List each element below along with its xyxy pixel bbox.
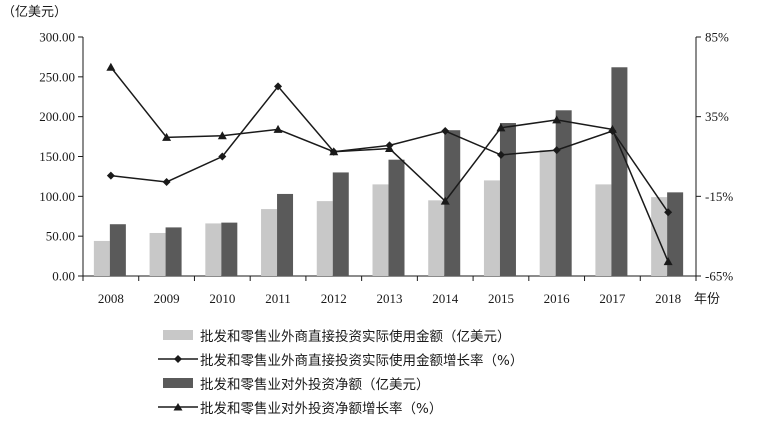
- bar-fdi-amount: [539, 150, 556, 276]
- plot-area: 0.00 50.00 100.00 150.00 200.00 250.00 300.00 -…: [39, 30, 733, 308]
- bar-fdi-amount: [428, 200, 445, 276]
- legend-swatch-diamond-line: [158, 351, 198, 367]
- triangle-point: [440, 196, 450, 205]
- right-tick-label: -65%: [705, 269, 733, 284]
- legend-label: 批发和零售业对外投资净额增长率（%）: [200, 401, 443, 417]
- triangle-point: [496, 123, 506, 132]
- legend-swatch-dark-bar: [158, 375, 198, 391]
- triangle-point: [217, 131, 227, 140]
- legend-item-odi-amount: 批发和零售业对外投资净额（亿美元）: [158, 371, 523, 395]
- legend-swatch-light-bar: [158, 327, 198, 343]
- bar-odi-amount: [332, 172, 349, 276]
- triangle-point: [273, 124, 283, 133]
- x-tick-label: 2013: [377, 291, 403, 306]
- x-tick-label: 2011: [265, 291, 291, 306]
- diamond-point: [274, 82, 283, 91]
- x-tick-label: 2014: [432, 291, 459, 306]
- bar-fdi-amount: [205, 223, 222, 276]
- triangle-point: [385, 144, 394, 153]
- left-tick-label: 300.00: [39, 30, 75, 45]
- legend-swatch-triangle-line: [158, 399, 198, 415]
- bar-fdi-amount: [316, 201, 333, 276]
- triangle-point: [607, 124, 617, 133]
- left-tick-label: 250.00: [39, 69, 75, 84]
- x-tick-label: 2012: [321, 291, 347, 306]
- x-tick-label: 2009: [154, 291, 180, 306]
- diamond-point: [496, 150, 505, 159]
- bar-odi-amount: [277, 193, 294, 276]
- left-tick-label: 200.00: [39, 109, 75, 124]
- diamond-point: [552, 146, 561, 155]
- legend-label: 批发和零售业外商直接投资实际使用金额增长率（%）: [200, 353, 524, 369]
- triangle-point: [162, 132, 172, 141]
- bar-odi-amount: [388, 159, 405, 276]
- diamond-point: [162, 177, 171, 186]
- bar-odi-amount: [444, 130, 461, 276]
- left-tick-label: 150.00: [39, 149, 75, 164]
- bar-fdi-amount: [595, 184, 612, 276]
- x-tick-label: 2015: [488, 291, 514, 306]
- triangle-point: [329, 147, 339, 156]
- x-axis-unit: 年份: [694, 292, 720, 307]
- diamond-point: [664, 208, 673, 217]
- diamond-point: [218, 152, 227, 161]
- bar-odi-amount: [499, 123, 516, 276]
- triangle-point: [663, 257, 673, 266]
- left-tick-label: 50.00: [46, 229, 75, 244]
- bar-fdi-amount: [261, 209, 278, 276]
- diamond-point: [441, 127, 450, 136]
- left-tick-label: 100.00: [39, 189, 75, 204]
- bar-fdi-amount: [93, 240, 110, 276]
- legend-label: 批发和零售业外商直接投资实际使用金额（亿美元）: [200, 329, 511, 345]
- right-tick-label: -15%: [705, 189, 733, 204]
- diamond-point: [106, 171, 115, 180]
- x-tick-label: 2017: [599, 291, 626, 306]
- bar-odi-amount: [165, 227, 182, 276]
- x-tick-label: 2018: [655, 291, 681, 306]
- triangle-point: [106, 62, 116, 71]
- legend: 批发和零售业外商直接投资实际使用金额（亿美元） 批发和零售业外商直接投资实际使用…: [158, 323, 523, 419]
- legend-label: 批发和零售业对外投资净额（亿美元）: [200, 377, 430, 393]
- legend-item-odi-growth: 批发和零售业对外投资净额增长率（%）: [158, 395, 523, 419]
- x-tick-label: 2008: [98, 291, 124, 306]
- bar-odi-amount: [109, 224, 126, 276]
- bar-odi-amount: [221, 222, 238, 276]
- left-axis-unit: （亿美元）: [2, 5, 67, 20]
- right-tick-label: 85%: [705, 30, 729, 45]
- bar-fdi-amount: [372, 184, 389, 276]
- right-tick-label: 35%: [705, 109, 729, 124]
- triangle-point: [552, 115, 562, 124]
- legend-item-fdi-growth: 批发和零售业外商直接投资实际使用金额增长率（%）: [158, 347, 523, 371]
- left-tick-label: 0.00: [52, 269, 75, 284]
- bar-odi-amount: [555, 110, 572, 276]
- x-tick-label: 2010: [209, 291, 235, 306]
- x-tick-label: 2016: [544, 291, 571, 306]
- bar-fdi-amount: [483, 180, 500, 276]
- bar-odi-amount: [611, 67, 628, 276]
- bar-fdi-amount: [149, 232, 166, 276]
- legend-item-fdi-amount: 批发和零售业外商直接投资实际使用金额（亿美元）: [158, 323, 523, 347]
- bar-fdi-amount: [651, 197, 668, 276]
